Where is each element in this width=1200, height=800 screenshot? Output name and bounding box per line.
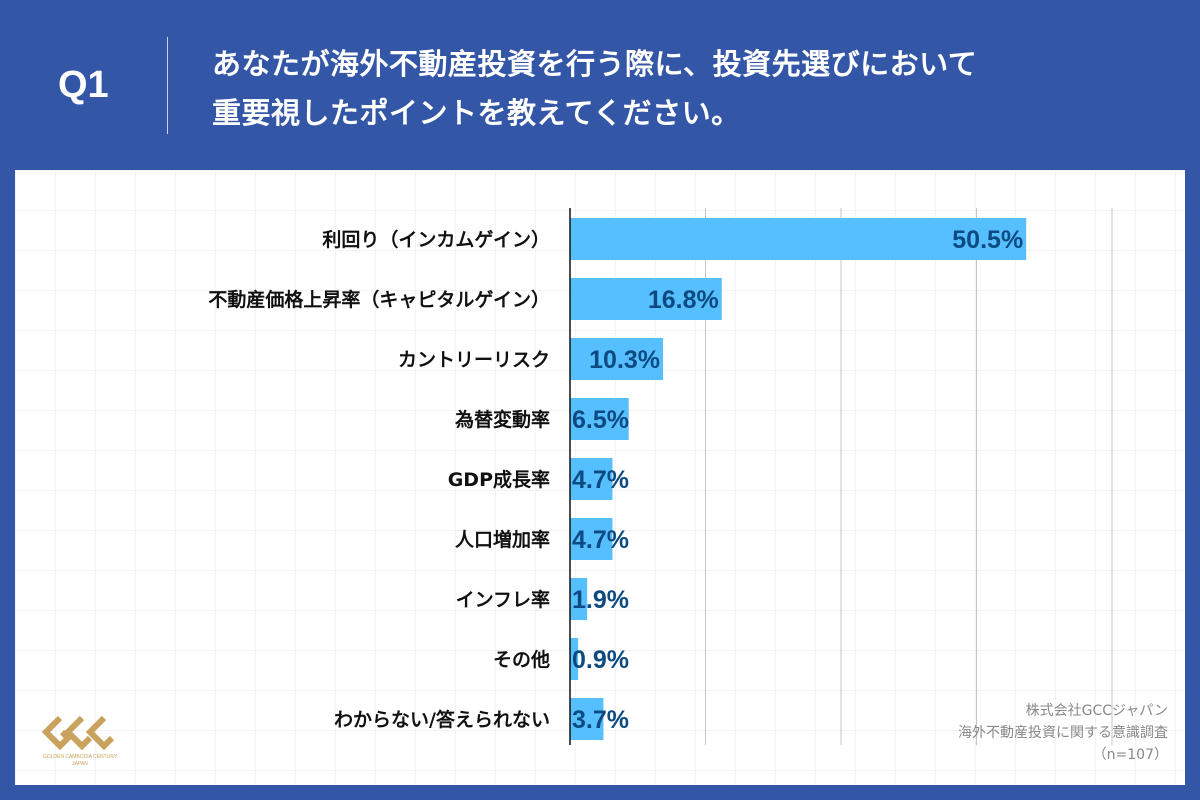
bar (570, 578, 588, 620)
data-label: 50.5% (952, 226, 1023, 254)
data-label: 6.5% (572, 406, 629, 434)
category-label: 不動産価格上昇率（キャピタルゲイン） (208, 288, 550, 311)
title-line-1: あなたが海外不動産投資を行う際に、投資先選びにおいて (212, 47, 978, 81)
category-label: GDP成長率 (448, 468, 550, 491)
bar (570, 458, 613, 500)
category-label: 為替変動率 (455, 408, 550, 431)
bar (570, 398, 629, 440)
credit-survey: 海外不動産投資に関する意識調査 (958, 725, 1168, 741)
category-label: カントリーリスク (398, 349, 550, 371)
bar (570, 218, 1027, 260)
data-label: 3.7% (572, 706, 629, 734)
gcc-logo: GOLDEN CAMBODIA CENTURY JAPAN (38, 710, 122, 774)
data-label: 4.7% (572, 466, 629, 494)
svg-text:JAPAN: JAPAN (72, 761, 88, 767)
header-divider (167, 37, 168, 134)
category-label: インフレ率 (456, 588, 550, 611)
bar (570, 518, 613, 560)
data-label: 4.7% (572, 526, 629, 554)
data-label: 1.9% (572, 586, 629, 614)
bar (570, 338, 664, 380)
survey-credit: 株式会社GCCジャパン 海外不動産投資に関する意識調査 （n=107） (958, 700, 1168, 766)
data-label: 16.8% (648, 286, 719, 314)
bar (570, 278, 722, 320)
category-label: 人口増加率 (455, 528, 550, 551)
question-number: Q1 (58, 64, 109, 106)
data-label: 10.3% (589, 346, 660, 374)
bar (570, 698, 604, 740)
title-line-2: 重要視したポイントを教えてください。 (212, 96, 741, 130)
credit-company: 株式会社GCCジャパン (1025, 703, 1168, 719)
svg-text:GOLDEN CAMBODIA CENTURY: GOLDEN CAMBODIA CENTURY (43, 754, 118, 760)
category-label: その他 (493, 648, 550, 671)
bar (570, 638, 579, 680)
page-title: あなたが海外不動産投資を行う際に、投資先選びにおいて 重要視したポイントを教えて… (212, 40, 977, 138)
category-label: 利回り（インカムゲイン） (322, 228, 550, 251)
category-label: わからない/答えられない (334, 708, 550, 731)
data-label: 0.9% (572, 646, 629, 674)
credit-sample-size: （n=107） (1092, 747, 1168, 763)
